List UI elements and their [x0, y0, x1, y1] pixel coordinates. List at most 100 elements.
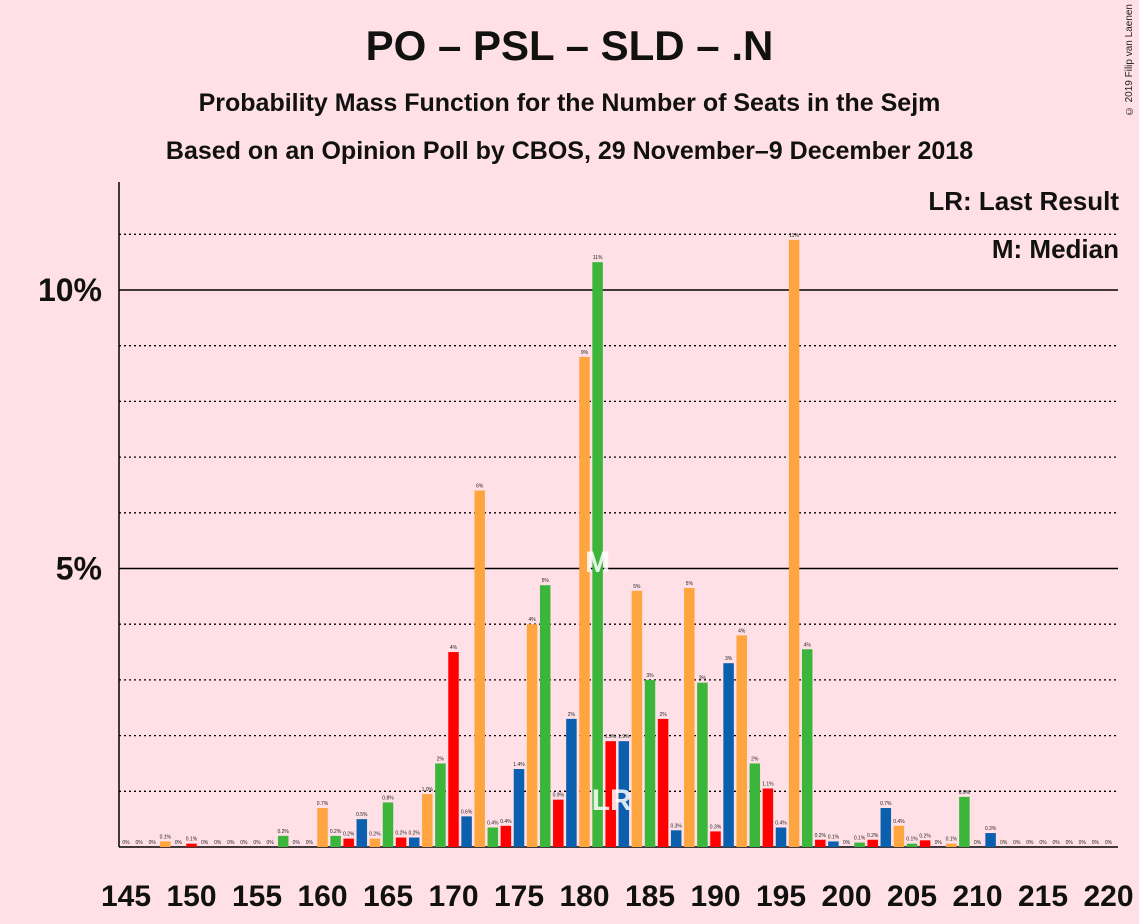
x-tick-label: 165 [363, 880, 413, 913]
bar [435, 763, 446, 847]
bar [919, 840, 931, 847]
bar-value-label: 0.2% [815, 833, 827, 839]
bar-value-label: 5% [542, 578, 550, 584]
bar [526, 624, 538, 847]
bar-value-label: 0.8% [382, 795, 394, 801]
bar [618, 741, 630, 847]
bar-value-label: 1.1% [762, 782, 774, 788]
bar-value-label: 0% [1013, 840, 1021, 846]
bar-value-label: 0% [1052, 840, 1060, 846]
median-marker: M [585, 546, 610, 579]
y-tick-label: 5% [56, 551, 102, 587]
bar [186, 843, 197, 847]
bar-value-label: 0.5% [356, 812, 368, 818]
x-tick-label: 185 [625, 880, 675, 913]
bar-value-label: 5% [633, 584, 641, 590]
bar-value-label: 0.4% [893, 819, 905, 825]
bar [815, 839, 826, 847]
bar-value-label: 0.2% [867, 833, 879, 839]
chart-title: PO – PSL – SLD – .N [365, 22, 774, 69]
chart-source: Based on an Opinion Poll by CBOS, 29 Nov… [165, 137, 974, 165]
bar-value-label: 0% [175, 840, 183, 846]
bar-value-label: 3% [646, 673, 654, 679]
bar [356, 819, 368, 847]
bar-value-label: 11% [593, 255, 603, 261]
bar-value-label: 0.2% [330, 829, 342, 835]
x-tick-label: 170 [428, 880, 478, 913]
bar [160, 841, 171, 847]
bar-value-label: 0.3% [710, 824, 722, 830]
bar [880, 808, 892, 847]
bar-value-label: 9% [581, 350, 589, 356]
bar [959, 796, 970, 847]
bar [592, 262, 603, 847]
bar-value-label: 0% [1000, 840, 1008, 846]
bar-value-label: 0.2% [369, 832, 381, 838]
bar [710, 831, 721, 847]
bar [369, 838, 381, 847]
x-tick-label: 210 [952, 880, 1002, 913]
bar-value-label: 0.1% [946, 837, 958, 843]
bar-value-label: 0.3% [670, 823, 682, 829]
bar [277, 835, 289, 847]
x-tick-label: 190 [690, 880, 740, 913]
bar [828, 841, 839, 847]
bar-value-label: 2% [751, 756, 759, 762]
bar [762, 788, 774, 847]
bar-value-label: 0% [227, 840, 235, 846]
last-result-marker: LR [592, 784, 632, 817]
bar-value-label: 0% [1026, 840, 1034, 846]
legend-last-result: LR: Last Result [928, 186, 1119, 216]
chart-subtitle: Probability Mass Function for the Number… [198, 89, 941, 117]
x-tick-label: 175 [494, 880, 544, 913]
bar [644, 679, 656, 847]
legend-median: M: Median [991, 234, 1119, 264]
y-tick-label: 10% [38, 272, 102, 308]
bar-value-label: 5% [686, 581, 694, 587]
bar-value-label: 0% [1079, 840, 1087, 846]
bar [749, 763, 761, 847]
x-tick-label: 200 [821, 880, 871, 913]
bar [553, 799, 564, 847]
bar-value-label: 0% [122, 840, 130, 846]
bar [330, 835, 341, 847]
bar [317, 808, 328, 847]
bar-value-label: 11% [789, 233, 799, 239]
bar-value-label: 0% [1105, 840, 1113, 846]
x-tick-label: 220 [1083, 880, 1133, 913]
bar-value-label: 0% [843, 840, 851, 846]
bar [343, 838, 354, 847]
x-tick-label: 155 [232, 880, 282, 913]
bar-value-label: 0.6% [461, 809, 473, 815]
x-tick-label: 160 [297, 880, 347, 913]
bar [736, 635, 747, 847]
x-tick-label: 145 [101, 880, 151, 913]
bar [631, 590, 643, 847]
bar [513, 769, 525, 847]
bar-value-label: 0.2% [919, 833, 931, 839]
bar-value-label: 0.1% [854, 836, 866, 842]
bar-value-label: 0% [935, 840, 943, 846]
bar [566, 718, 577, 847]
bar-value-label: 0% [201, 840, 209, 846]
bar-value-label: 0.3% [985, 826, 997, 832]
bar-value-label: 0.4% [487, 821, 499, 827]
bar [461, 816, 472, 847]
x-tick-label: 180 [559, 880, 609, 913]
bar [670, 830, 682, 847]
bar-value-label: 0% [253, 840, 261, 846]
bar [408, 837, 420, 847]
bar-value-label: 0.7% [317, 801, 329, 807]
bar-value-label: 0% [135, 840, 143, 846]
bar-value-label: 0.2% [395, 831, 407, 837]
bar-value-label: 1.9% [605, 734, 617, 740]
bar-value-label: 0% [214, 840, 222, 846]
bar-value-label: 0% [149, 840, 157, 846]
bar-value-label: 4% [738, 628, 746, 634]
bar [579, 356, 590, 847]
bar [985, 833, 996, 847]
bar [422, 794, 433, 847]
bar-value-label: 0.1% [186, 837, 198, 843]
bar-value-label: 6% [476, 484, 484, 490]
